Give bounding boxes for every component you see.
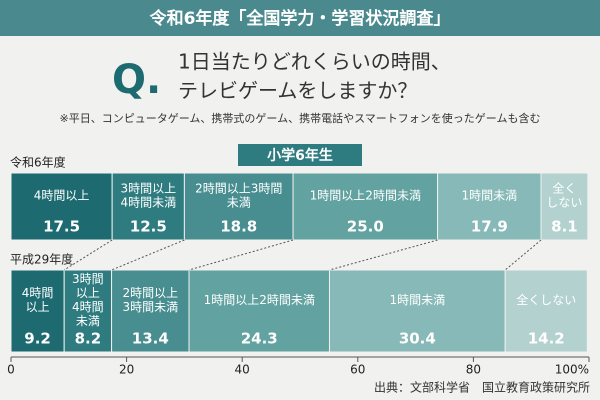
bar-segment: [328, 269, 506, 353]
chart-title: 令和6年度「全国学力・学習状況調査」: [150, 8, 451, 29]
value-label: 8.2: [75, 330, 102, 348]
connector: [111, 239, 185, 271]
x-tick-label: 40: [235, 363, 250, 377]
x-tick-label: 100%: [555, 363, 589, 377]
row-label: 平成29年度: [10, 252, 73, 267]
bar-segment: [63, 269, 113, 353]
bar-segment: [540, 172, 589, 241]
value-label: 24.3: [241, 330, 278, 348]
bar-segment: [10, 269, 65, 353]
segment-name: 全くしない: [546, 180, 582, 209]
bar-segment: [111, 269, 190, 353]
bar-segment: [504, 269, 588, 353]
question-line: 1日当たりどれくらいの時間、: [178, 50, 451, 74]
bar-segment: [183, 172, 294, 241]
value-label: 17.9: [471, 218, 508, 236]
header-band: [0, 0, 600, 36]
segment-name: 全くしない: [516, 292, 576, 307]
row-label: 令和6年度: [10, 155, 66, 170]
x-tick-label: 80: [466, 363, 481, 377]
segment-name: 3時間以上 4時間未満: [120, 181, 176, 209]
segment-name: 2時間以上3時間未満: [195, 181, 282, 209]
segment-name: 1時間以上2時間未満: [310, 188, 421, 202]
bar-segment: [111, 172, 185, 241]
value-label: 9.2: [24, 330, 51, 348]
value-label: 8.1: [551, 218, 578, 236]
value-label: 18.8: [220, 218, 257, 236]
segment-name: 4時間以上: [22, 286, 54, 314]
x-tick-label: 20: [119, 363, 134, 377]
segment-name: 3時間以上 4時間未満: [72, 272, 104, 328]
bar-segment: [188, 269, 330, 353]
value-label: 13.4: [132, 330, 169, 348]
x-tick-label: 60: [350, 363, 365, 377]
question-mark: Q.: [112, 57, 161, 103]
segment-name: 4時間以上: [34, 188, 90, 202]
segment-name: 1時間以上2時間未満: [204, 293, 315, 307]
bar-segment: [292, 172, 439, 241]
subtitle: 小学6年生: [267, 147, 333, 164]
value-label: 12.5: [130, 218, 167, 236]
segment-name: 1時間未満: [390, 293, 446, 307]
x-tick-label: 0: [7, 363, 15, 377]
source: 出典：文部科学省 国立教育政策研究所: [374, 380, 590, 395]
question-line: テレビゲームをしますか？: [178, 79, 417, 103]
value-label: 30.4: [399, 330, 436, 348]
connector: [329, 239, 438, 271]
subtitle-box: [238, 144, 362, 166]
connector: [63, 239, 113, 271]
value-label: 25.0: [347, 218, 384, 236]
note: ※平日、コンピュータゲーム、携帯式のゲーム、携帯電話やスマートフォンを使ったゲー…: [60, 111, 541, 125]
segment-name: 1時間未満: [461, 188, 517, 202]
bar-segment: [437, 172, 542, 241]
value-label: 14.2: [528, 330, 565, 348]
value-label: 17.5: [43, 218, 80, 236]
